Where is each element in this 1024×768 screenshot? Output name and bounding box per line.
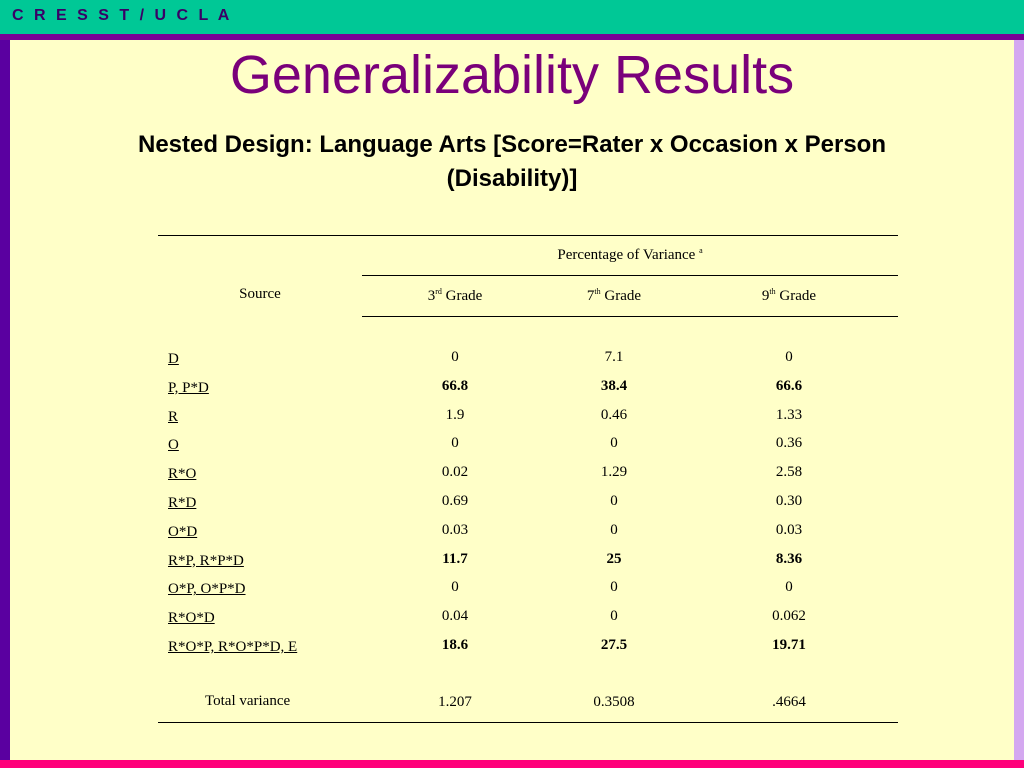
row-value-grade-3: 0.03	[441, 521, 469, 538]
variance-header-label: Percentage of Variance	[557, 247, 696, 263]
row-source-label: R*O*D	[168, 610, 215, 627]
bottom-border	[0, 760, 1024, 768]
right-border	[1014, 40, 1024, 760]
left-border	[0, 40, 10, 760]
table-top-rule	[158, 235, 898, 236]
slide-title: Generalizability Results	[229, 45, 795, 105]
grade-ordinal: rd	[435, 287, 442, 296]
header-bottom-rule	[362, 316, 898, 317]
row-source-label: R	[168, 408, 179, 425]
subtitle-line-1: Nested Design: Language Arts [Score=Rate…	[137, 131, 887, 158]
row-source-label: R*O	[168, 466, 197, 483]
row-source-label: O*P, O*P*D	[168, 581, 246, 598]
row-value-grade-3: 1.9	[445, 406, 465, 423]
row-value-grade-7: 27.5	[600, 637, 628, 653]
row-value-grade-9: 1.33	[775, 406, 803, 423]
row-value-grade-3: 66.8	[441, 377, 469, 394]
row-value-grade-9: 0	[785, 349, 793, 365]
row-source-label: R*P, R*P*D	[168, 552, 244, 569]
row-value-grade-7: 0	[610, 435, 618, 452]
row-value-grade-7: 25	[606, 550, 622, 567]
grade-header-3: 3rd Grade	[428, 287, 483, 305]
grade-label: Grade	[779, 288, 817, 304]
subtitle-line-2: (Disability)]	[446, 165, 578, 192]
row-source-label: R*D	[168, 495, 197, 511]
row-value-grade-3: 0	[451, 579, 459, 596]
row-value-grade-9: 0.062	[772, 608, 806, 625]
total-variance-grade-3: 1.207	[438, 694, 472, 710]
row-value-grade-3: 0	[451, 349, 459, 365]
row-value-grade-3: 0	[451, 435, 459, 452]
row-value-grade-7: 38.4	[600, 377, 628, 394]
row-value-grade-7: 7.1	[604, 349, 624, 365]
top-banner: C R E S S T / U C L A	[0, 0, 1024, 34]
grade-label: Grade	[445, 288, 483, 304]
row-value-grade-9: 8.36	[775, 550, 803, 567]
row-value-grade-9: 0.30	[775, 493, 803, 509]
row-value-grade-7: 0	[610, 579, 618, 596]
grade-header-9: 9th Grade	[762, 287, 816, 305]
header-mid-rule	[362, 275, 898, 276]
grade-label: Grade	[604, 288, 642, 304]
total-variance-grade-7: 0.3508	[593, 694, 635, 710]
source-header: Source	[239, 286, 281, 302]
grade-number: 9	[761, 288, 770, 304]
org-label: C R E S S T / U C L A	[12, 7, 233, 24]
grade-header-7: 7th Grade	[587, 287, 641, 305]
row-source-label: R*O*P, R*O*P*D, E	[168, 639, 298, 655]
row-source-label: O*D	[168, 523, 198, 540]
slide-subtitle: Nested Design: Language Arts [Score=Rate…	[50, 128, 974, 196]
grade-ordinal: th	[769, 287, 776, 296]
row-value-grade-7: 0	[610, 608, 618, 625]
row-value-grade-9: 0	[785, 579, 793, 596]
total-variance-grade-9: .4664	[772, 694, 806, 710]
row-value-grade-7: 1.29	[600, 464, 628, 481]
grade-number: 7	[586, 288, 595, 304]
variance-footnote-mark: a	[699, 246, 703, 255]
row-value-grade-9: 19.71	[772, 637, 806, 653]
row-value-grade-9: 2.58	[775, 464, 803, 481]
row-value-grade-7: 0	[610, 521, 618, 538]
row-source-label: O	[168, 437, 179, 454]
row-value-grade-9: 66.6	[775, 377, 803, 394]
total-variance-label: Total variance	[205, 693, 291, 709]
row-source-label: P, P*D	[168, 379, 209, 396]
row-value-grade-3: 0.02	[441, 464, 469, 481]
row-value-grade-3: 11.7	[442, 550, 468, 567]
top-divider	[0, 34, 1024, 40]
row-value-grade-9: 0.03	[775, 521, 803, 538]
grade-ordinal: th	[594, 287, 601, 296]
row-value-grade-7: 0	[610, 493, 618, 509]
row-value-grade-7: 0.46	[600, 406, 628, 423]
row-value-grade-3: 0.69	[441, 493, 469, 509]
row-source-label: D	[168, 351, 179, 367]
variance-header: Percentage of Variance a	[557, 246, 702, 264]
row-value-grade-9: 0.36	[775, 435, 803, 452]
table-bottom-rule	[158, 722, 898, 723]
row-value-grade-3: 18.6	[441, 637, 469, 653]
row-value-grade-3: 0.04	[441, 608, 469, 625]
grade-number: 3	[427, 288, 436, 304]
